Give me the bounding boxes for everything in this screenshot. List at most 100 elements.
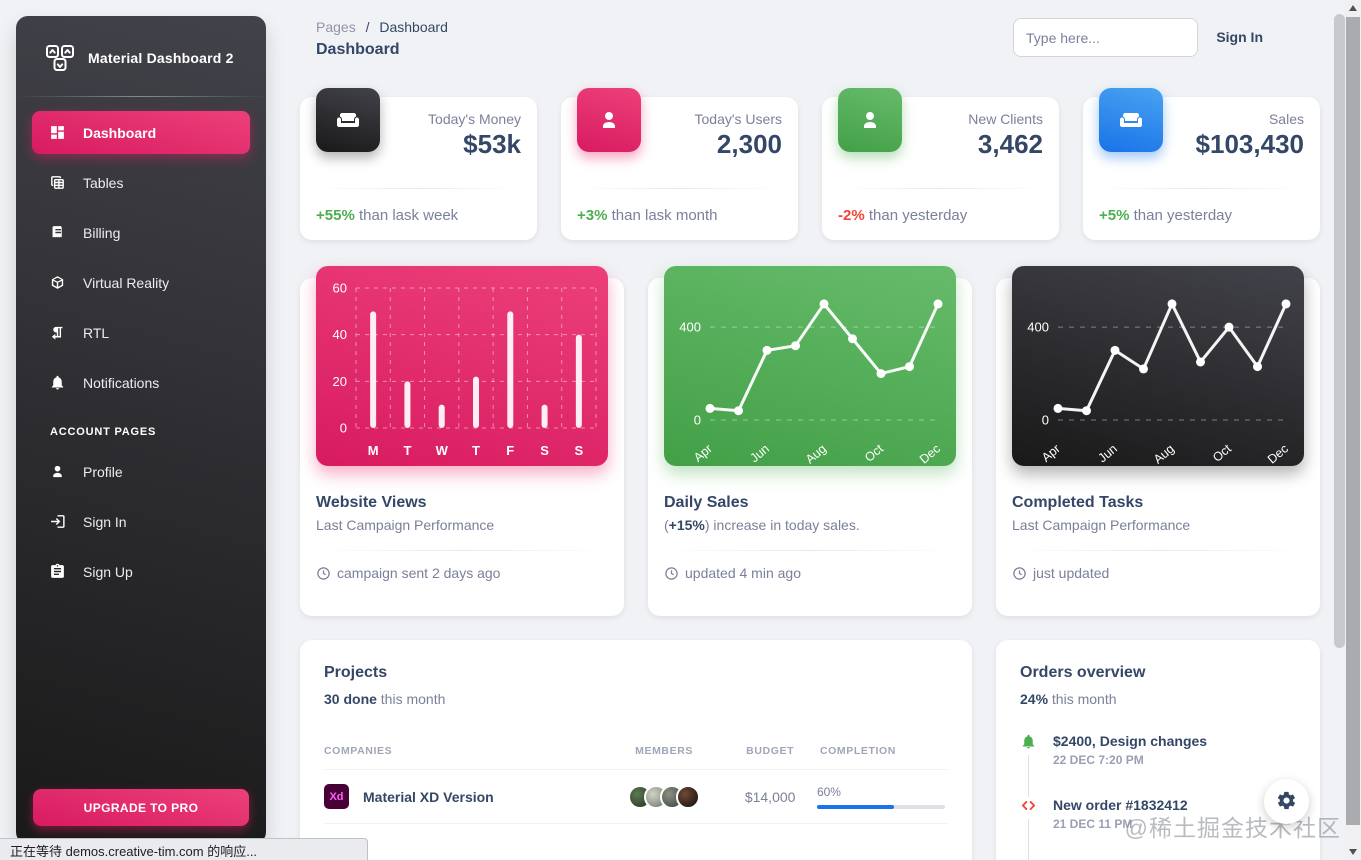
breadcrumb-pages-link[interactable]: Pages [316, 19, 356, 35]
column-header-companies: COMPANIES [324, 737, 605, 770]
code-icon [1020, 797, 1037, 814]
stat-value: $53k [463, 129, 521, 159]
person-icon [838, 88, 902, 152]
weekend-icon [1099, 88, 1163, 152]
main-content: Pages / Dashboard Dashboard Sign In Toda… [300, 0, 1320, 860]
sidebar-divider [16, 96, 266, 97]
stat-footer: -2% than yesterday [838, 207, 967, 224]
sidebar-item-notifications[interactable]: Notifications [32, 361, 250, 404]
weekend-icon [316, 88, 380, 152]
sidebar-item-tables[interactable]: Tables [32, 161, 250, 204]
stat-cards-row: Today's Money $53k +55% than lask week T… [300, 88, 1320, 240]
svg-text:Dec: Dec [1265, 442, 1291, 466]
chart-cards-row: 0 20 40 60 M T W T F S S Website Views Last Campai… [300, 266, 1320, 616]
timeline-item-title: $2400, Design changes [1053, 733, 1208, 749]
sidebar-item-label: Tables [83, 174, 124, 191]
stat-footer: +5% than yesterday [1099, 207, 1232, 224]
sidebar-item-label: Dashboard [83, 124, 157, 141]
column-header-budget: BUDGET [723, 737, 817, 770]
timeline-item-date: 21 DEC 11 PM [1053, 817, 1133, 831]
topbar: Pages / Dashboard Dashboard Sign In [300, 0, 1320, 70]
svg-text:Jun: Jun [1095, 442, 1119, 466]
table-icon [49, 174, 66, 191]
projects-title: Projects [324, 664, 388, 681]
chart-title: Completed Tasks [1012, 494, 1144, 511]
sidebar-item-label: Profile [83, 463, 123, 480]
bottom-row: Projects 30 done this month COMPANIES ME… [300, 640, 1320, 860]
sidebar-item-label: Sign Up [83, 563, 133, 580]
account-pages-label: ACCOUNT PAGES [50, 426, 157, 438]
members-avatars [605, 784, 724, 809]
sidebar-item-rtl[interactable]: RTL [32, 311, 250, 354]
stat-label: Today's Money [428, 111, 521, 127]
search-input[interactable] [1013, 18, 1198, 57]
browser-status-bar: 正在等待 demos.creative-tim.com 的响应... [0, 838, 368, 860]
column-header-members: MEMBERS [604, 737, 724, 770]
browser-scrollbar[interactable] [1345, 0, 1361, 860]
svg-text:Aug: Aug [1151, 442, 1177, 466]
sidebar-item-sign-up[interactable]: Sign Up [32, 550, 250, 593]
stat-delta: +3% [577, 207, 608, 224]
topbar-sign-in-link[interactable]: Sign In [1216, 29, 1263, 45]
timeline-item: $2400, Design changes 22 DEC 7:20 PM [1020, 733, 1296, 799]
dashboard-icon [49, 124, 66, 141]
vr-cube-icon [49, 274, 66, 291]
sidebar-item-virtual-reality[interactable]: Virtual Reality [32, 261, 250, 304]
divider [1012, 550, 1304, 551]
divider [316, 550, 608, 551]
stat-footer: +55% than lask week [316, 207, 458, 224]
svg-text:0: 0 [340, 421, 347, 436]
receipt-icon [49, 224, 66, 241]
scrollbar-thumb[interactable] [1346, 17, 1360, 825]
column-header-completion: COMPLETION [816, 737, 948, 770]
svg-text:400: 400 [679, 320, 701, 335]
timeline-item-title: New order #1832412 [1053, 797, 1188, 813]
chart-subtitle: Last Campaign Performance [316, 517, 495, 533]
avatar[interactable] [676, 784, 701, 809]
adobe-xd-logo: Xd [324, 784, 349, 809]
stat-card-sales: Sales $103,430 +5% than yesterday [1083, 88, 1320, 240]
chart-title: Daily Sales [664, 494, 749, 511]
settings-fab-button[interactable] [1264, 779, 1309, 824]
completion-label: 60% [816, 784, 841, 799]
svg-text:0: 0 [694, 413, 701, 428]
divider [316, 188, 521, 189]
divider [577, 188, 782, 189]
brand[interactable]: Material Dashboard 2 [16, 16, 266, 92]
daily-sales-card: 0 400 Apr Jun Aug Oct Dec Daily Sales (+15%) i… [648, 266, 972, 616]
orders-summary: 24% this month [1020, 691, 1117, 707]
sidebar-item-billing[interactable]: Billing [32, 211, 250, 254]
bell-icon [1020, 733, 1037, 750]
clipboard-icon [49, 563, 66, 580]
progress-bar [816, 804, 945, 809]
chart-footer-text: campaign sent 2 days ago [337, 565, 501, 581]
sidebar-item-sign-in[interactable]: Sign In [32, 500, 250, 543]
timeline-item-date: 22 DEC 7:20 PM [1053, 753, 1144, 767]
stat-delta: +55% [316, 207, 355, 224]
svg-text:S: S [540, 443, 549, 458]
website-views-chart: 0 20 40 60 M T W T F S S [316, 266, 608, 466]
orders-title: Orders overview [1020, 664, 1146, 681]
rtl-icon [49, 324, 66, 341]
chart-footer: updated 4 min ago [664, 565, 956, 581]
progress-fill [816, 804, 894, 809]
divider [1099, 188, 1304, 189]
svg-text:Apr: Apr [691, 442, 715, 465]
svg-text:M: M [368, 443, 379, 458]
svg-text:T: T [472, 443, 480, 458]
sidebar-item-profile[interactable]: Profile [32, 450, 250, 493]
stat-card-todays-money: Today's Money $53k +55% than lask week [300, 88, 537, 240]
sidebar-item-label: Virtual Reality [83, 274, 170, 291]
svg-text:F: F [506, 443, 514, 458]
budget-value: $14,000 [723, 769, 817, 824]
divider [838, 188, 1043, 189]
sidebar-item-dashboard[interactable]: Dashboard [32, 111, 250, 154]
stat-value: $103,430 [1195, 129, 1304, 159]
inner-scrollbar-thumb[interactable] [1334, 14, 1345, 648]
sidebar-item-label: Billing [83, 224, 121, 241]
upgrade-to-pro-button[interactable]: UPGRADE TO PRO [33, 789, 249, 826]
scrollbar-down-arrow[interactable] [1345, 844, 1361, 860]
sidebar-item-label: Notifications [83, 374, 160, 391]
scrollbar-up-arrow[interactable] [1345, 0, 1361, 16]
